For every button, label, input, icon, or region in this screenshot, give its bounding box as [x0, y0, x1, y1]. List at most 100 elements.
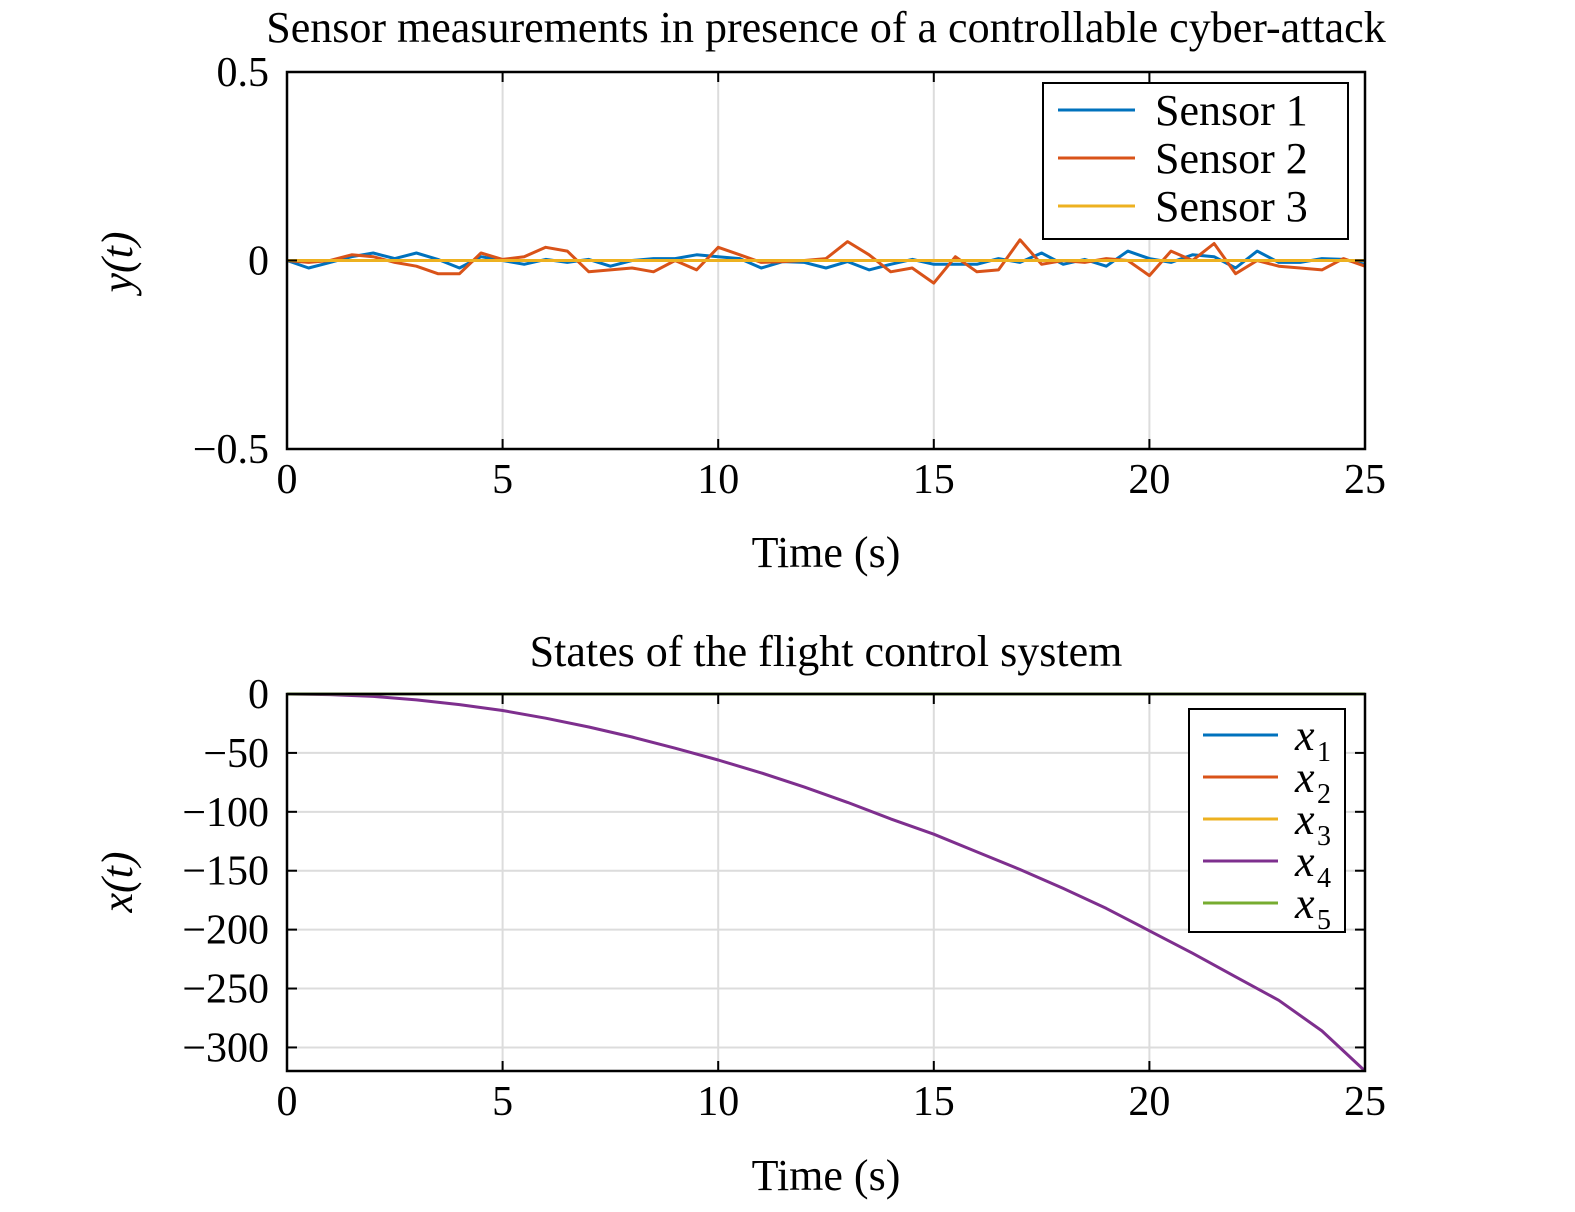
y-tick-label: −250	[182, 967, 269, 1013]
data-point	[1321, 269, 1323, 271]
data-point	[631, 267, 633, 269]
x-tick-label: 5	[492, 457, 513, 503]
data-point	[544, 717, 547, 719]
data-point	[458, 259, 461, 262]
data-point	[1234, 259, 1237, 262]
data-point	[329, 259, 331, 262]
x-axis-label: Time (s)	[752, 1151, 901, 1200]
data-point	[631, 736, 633, 738]
y-tick-label: 0	[248, 239, 269, 285]
data-point	[1040, 259, 1043, 262]
data-point	[954, 255, 957, 258]
data-point	[674, 747, 676, 749]
data-point	[566, 259, 569, 262]
data-point	[1277, 259, 1280, 262]
data-point	[523, 263, 525, 266]
data-point	[976, 271, 978, 273]
legend-label: Sensor 3	[1155, 182, 1308, 231]
x-tick-label: 20	[1128, 457, 1170, 503]
series-line-4	[286, 692, 1367, 1073]
data-point	[631, 259, 633, 262]
chart-title: Sensor measurements in presence of a con…	[266, 3, 1385, 52]
x-tick-label: 0	[277, 457, 298, 503]
data-point	[695, 259, 698, 262]
data-point	[1170, 259, 1172, 262]
sensor-measurements-chart: Sensor measurements in presence of a con…	[93, 3, 1386, 577]
data-point	[976, 851, 978, 853]
data-point	[1127, 250, 1129, 252]
data-point	[717, 255, 719, 258]
data-point	[954, 259, 957, 262]
y-axis-label: x(t)	[93, 851, 142, 913]
y-tick-label: −200	[182, 908, 269, 954]
data-point	[652, 271, 655, 273]
data-point	[717, 259, 719, 262]
data-point	[911, 267, 914, 269]
data-point	[372, 695, 375, 698]
data-point	[1213, 259, 1215, 262]
data-point	[1256, 250, 1258, 252]
data-point	[415, 252, 418, 254]
data-point	[1299, 259, 1302, 262]
x-tick-label: 10	[697, 1079, 739, 1125]
data-point	[695, 254, 698, 256]
flight-control-states-chart: States of the flight control system 0 5 10…	[93, 627, 1386, 1200]
legend: x 1x 2x 3x 4x 5	[1188, 708, 1346, 936]
data-point	[350, 259, 353, 262]
data-point	[501, 259, 504, 262]
data-point	[976, 263, 978, 266]
data-point	[695, 269, 698, 271]
x-tick-label: 20	[1128, 1079, 1170, 1125]
data-point	[1277, 265, 1280, 267]
legend-label: Sensor 2	[1155, 134, 1308, 183]
data-point	[1234, 272, 1237, 275]
data-point	[889, 263, 892, 266]
chart-title: States of the flight control system	[530, 627, 1123, 676]
plot-frame	[285, 692, 1367, 1073]
data-point	[372, 259, 375, 262]
data-point	[523, 255, 525, 258]
data-point	[976, 259, 978, 262]
data-point	[415, 265, 418, 267]
legend-label-subscript: 4	[1317, 863, 1331, 894]
data-point	[1148, 274, 1151, 277]
series-points-2	[286, 238, 1366, 284]
data-point	[1083, 259, 1086, 262]
data-point	[911, 259, 914, 262]
data-point	[1019, 259, 1021, 262]
data-point	[307, 259, 310, 262]
data-point	[1277, 999, 1280, 1002]
data-point	[997, 269, 1000, 271]
data-point	[394, 259, 396, 262]
y-tick-label: −100	[182, 790, 269, 836]
x-axis-label: Time (s)	[752, 528, 901, 577]
data-point	[803, 259, 806, 262]
data-point	[588, 271, 590, 273]
data-point	[415, 699, 418, 701]
data-point	[480, 259, 482, 262]
data-point	[933, 833, 935, 835]
data-point	[760, 259, 763, 262]
data-point	[717, 246, 719, 249]
data-point	[1105, 907, 1108, 910]
legend-label: x	[1294, 879, 1315, 928]
data-point	[846, 240, 849, 243]
data-point	[307, 267, 310, 269]
data-point	[609, 265, 612, 267]
data-point	[825, 267, 827, 269]
data-point	[803, 786, 806, 788]
data-point	[1256, 259, 1258, 262]
data-point	[1213, 242, 1215, 245]
y-tick-label: −300	[182, 1025, 269, 1071]
x-tick-label: 10	[697, 457, 739, 503]
data-point	[1234, 267, 1237, 269]
x-tick-label: 25	[1344, 457, 1386, 503]
data-point	[588, 259, 590, 262]
y-tick-label: 0.5	[217, 50, 270, 96]
data-point	[1148, 259, 1151, 262]
data-point	[1105, 259, 1108, 262]
x-tick-label: 15	[913, 457, 955, 503]
data-point	[350, 254, 353, 256]
data-point	[1062, 887, 1064, 890]
data-point	[1234, 975, 1237, 978]
